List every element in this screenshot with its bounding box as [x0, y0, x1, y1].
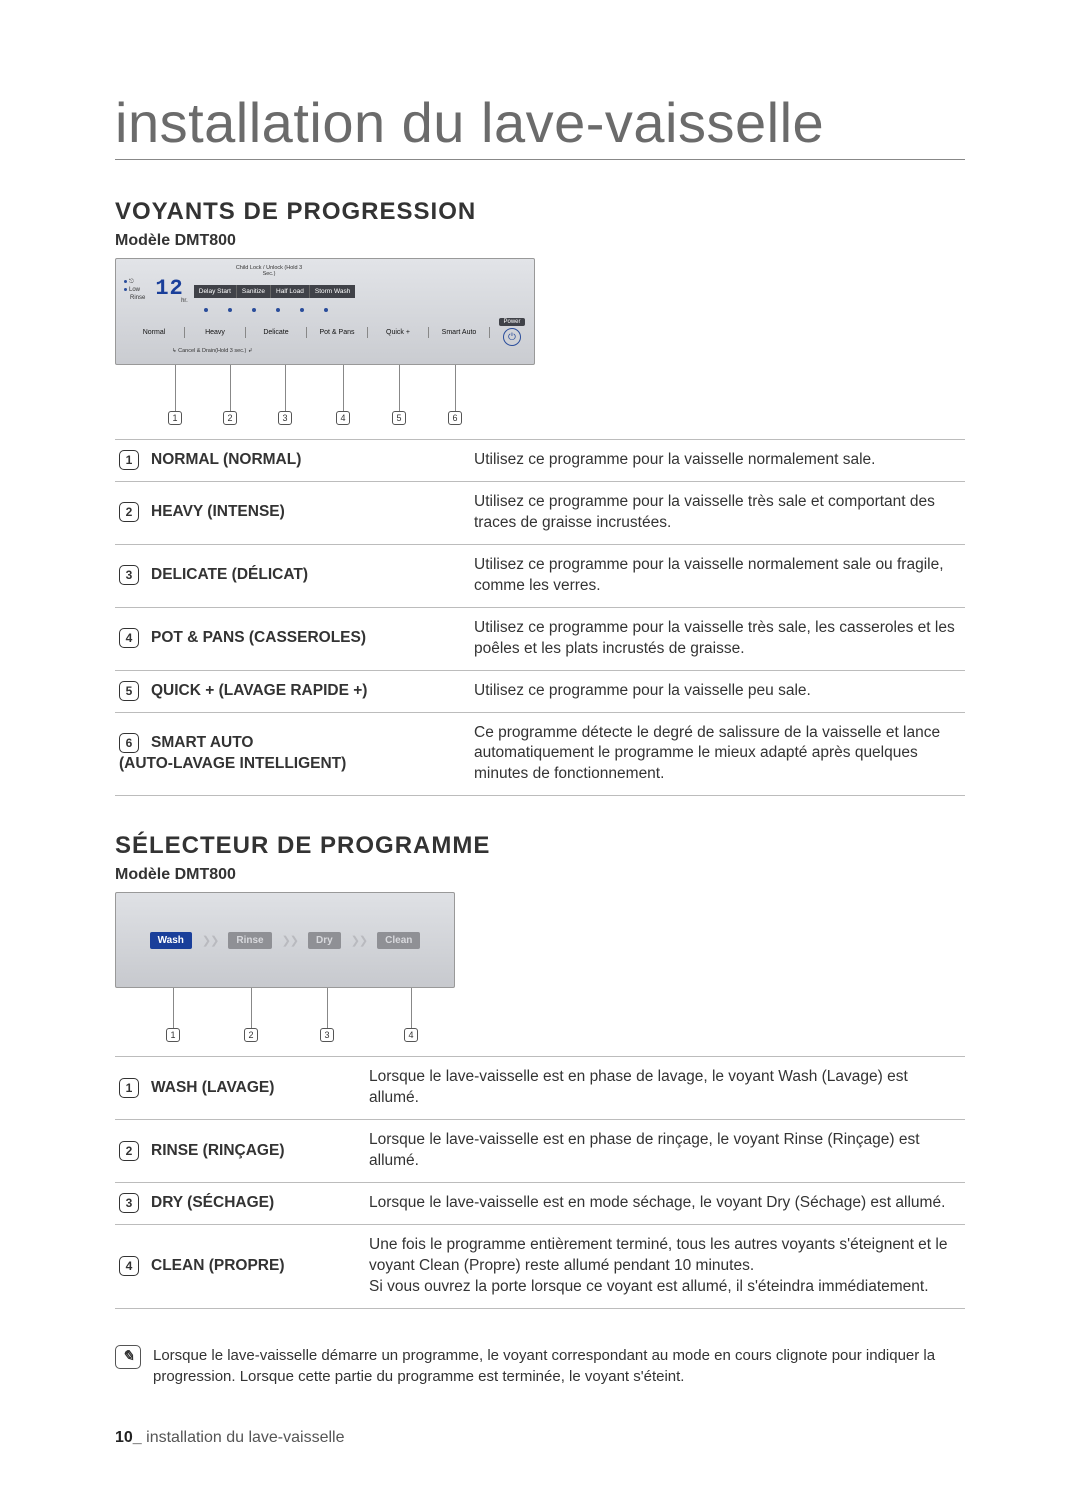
status-indicators: ⎋ Low Rinse [124, 279, 145, 302]
page-title: installation du lave-vaisselle [115, 90, 965, 160]
table-row: 4CLEAN (PROPRE)Une fois le programme ent… [115, 1225, 965, 1309]
table-row: 4POT & PANS (CASSEROLES)Utilisez ce prog… [115, 607, 965, 670]
option-chips: Delay Start Sanitize Half Load Storm Was… [194, 285, 356, 298]
panel2-callouts: 1 2 3 4 [115, 988, 455, 1042]
stage-dry: Dry [308, 932, 341, 949]
stage-rinse: Rinse [228, 932, 271, 949]
section1-model: Modèle DMT800 [115, 232, 965, 250]
chip-half-load: Half Load [271, 285, 310, 298]
page-footer: 10_ installation du lave-vaisselle [115, 1429, 344, 1447]
arrow-icon: ❯❯ [351, 934, 367, 947]
prog-quick: Quick + [368, 327, 429, 338]
arrow-icon: ❯❯ [202, 934, 218, 947]
prog-delicate: Delicate [246, 327, 307, 338]
delay-display: 12 [151, 278, 187, 300]
section1-heading: VOYANTS DE PROGRESSION [115, 198, 965, 226]
chip-sanitize: Sanitize [237, 285, 271, 298]
table-row: 2HEAVY (INTENSE)Utilisez ce programme po… [115, 482, 965, 545]
chip-delay-start: Delay Start [194, 285, 237, 298]
section1-table: 1NORMAL (NORMAL)Utilisez ce programme po… [115, 439, 965, 796]
prog-heavy: Heavy [185, 327, 246, 338]
table-row: 1NORMAL (NORMAL)Utilisez ce programme po… [115, 440, 965, 482]
section2-table: 1WASH (LAVAGE)Lorsque le lave-vaisselle … [115, 1056, 965, 1308]
stage-wash: Wash [150, 932, 192, 949]
power-group: Power ⏻ [498, 318, 526, 346]
note-icon: ✎ [115, 1345, 141, 1369]
section2-heading: SÉLECTEUR DE PROGRAMME [115, 832, 965, 860]
prog-pots: Pot & Pans [307, 327, 368, 338]
table-row: 3DRY (SÉCHAGE)Lorsque le lave-vaisselle … [115, 1183, 965, 1225]
panel1-callouts: 1 2 3 4 5 6 [115, 365, 535, 425]
prog-smart: Smart Auto [429, 327, 490, 338]
stage-clean: Clean [377, 932, 420, 949]
chip-storm-wash: Storm Wash [310, 285, 356, 298]
table-row: 1WASH (LAVAGE)Lorsque le lave-vaisselle … [115, 1057, 965, 1120]
power-icon: ⏻ [503, 328, 521, 346]
arrow-icon: ❯❯ [282, 934, 298, 947]
footnote: ✎ Lorsque le lave-vaisselle démarre un p… [115, 1345, 965, 1387]
progress-panel: Wash ❯❯ Rinse ❯❯ Dry ❯❯ Clean 1 2 3 4 [115, 892, 965, 1042]
table-row: 2RINSE (RINÇAGE)Lorsque le lave-vaissell… [115, 1120, 965, 1183]
cancel-note: ↳ Cancel & Drain(Hold 3 sec.) ↲ [124, 348, 526, 354]
prog-normal: Normal [124, 327, 185, 338]
control-panel-1: Child Lock / Unlock (Hold 3 Sec.) ⎋ Low … [115, 258, 965, 425]
table-row: 5QUICK + (LAVAGE RAPIDE +)Utilisez ce pr… [115, 670, 965, 712]
table-row: 6SMART AUTO (AUTO-LAVAGE INTELLIGENT)Ce … [115, 712, 965, 796]
footnote-text: Lorsque le lave-vaisselle démarre un pro… [153, 1345, 965, 1387]
section2-model: Modèle DMT800 [115, 866, 965, 884]
lock-note: Child Lock / Unlock (Hold 3 Sec.) [234, 265, 304, 277]
table-row: 3DELICATE (DÉLICAT)Utilisez ce programme… [115, 544, 965, 607]
